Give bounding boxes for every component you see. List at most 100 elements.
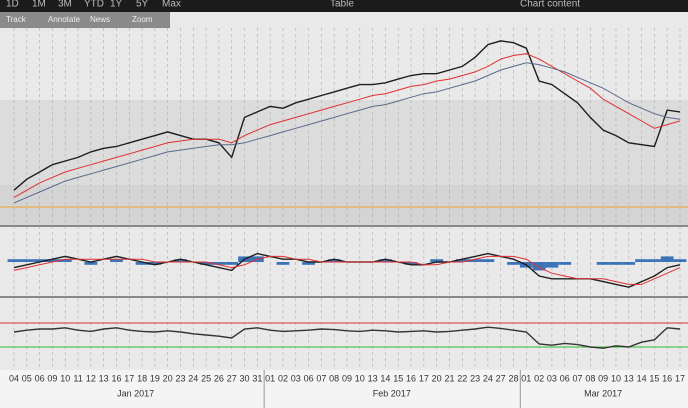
- range-button[interactable]: 1D: [6, 0, 19, 10]
- x-tick-label: 01: [521, 373, 531, 383]
- histogram-bar: [225, 262, 239, 265]
- tool-button[interactable]: Zoom: [132, 15, 153, 24]
- series-line: [13, 326, 681, 349]
- x-tick-label: 06: [304, 373, 314, 383]
- x-tick-label: 11: [73, 373, 82, 383]
- x-tick-label: 10: [355, 373, 365, 383]
- x-tick-label: 24: [483, 373, 493, 383]
- x-tick-label: 15: [649, 373, 659, 383]
- histogram-bar: [199, 262, 213, 265]
- table-tab[interactable]: Table: [330, 0, 354, 10]
- histogram-bar: [148, 262, 162, 265]
- x-tick-label: 27: [496, 373, 506, 383]
- x-tick-label: 02: [278, 373, 288, 383]
- x-tick-label: 16: [111, 373, 121, 383]
- histogram-bar: [558, 262, 572, 265]
- x-tick-label: 04: [9, 373, 19, 383]
- x-tick-label: 14: [380, 373, 390, 383]
- x-tick-label: 16: [662, 373, 672, 383]
- range-button[interactable]: 1Y: [110, 0, 123, 10]
- tool-button[interactable]: Annotate: [48, 15, 81, 24]
- x-tick-label: 02: [534, 373, 544, 383]
- histogram-bar: [673, 259, 687, 262]
- x-tick-label: 03: [547, 373, 557, 383]
- x-tick-label: 19: [150, 373, 160, 383]
- histogram-bar: [379, 259, 392, 262]
- content-tab[interactable]: Chart content: [520, 0, 580, 10]
- range-button[interactable]: 3M: [58, 0, 72, 10]
- x-axis-bg: [0, 370, 688, 408]
- histogram-bar: [532, 262, 546, 271]
- x-tick-label: 15: [393, 373, 403, 383]
- x-tick-label: 13: [368, 373, 378, 383]
- x-tick-label: 14: [637, 373, 647, 383]
- tool-button[interactable]: News: [90, 15, 110, 24]
- x-tick-label: 17: [124, 373, 134, 383]
- histogram-bar: [647, 259, 661, 262]
- histogram-bar: [46, 259, 59, 262]
- band: [0, 100, 688, 185]
- x-tick-label: 17: [675, 373, 685, 383]
- histogram-bar: [635, 259, 648, 262]
- range-button[interactable]: 1M: [32, 0, 46, 10]
- histogram-bar: [174, 259, 187, 262]
- x-tick-label: 17: [419, 373, 429, 383]
- month-label: Jan 2017: [117, 388, 154, 398]
- x-tick-label: 07: [316, 373, 326, 383]
- x-tick-label: 09: [598, 373, 608, 383]
- histogram-bar: [455, 259, 469, 262]
- x-tick-label: 22: [457, 373, 467, 383]
- histogram-bar: [468, 259, 482, 262]
- range-button[interactable]: YTD: [84, 0, 104, 10]
- histogram-bar: [609, 262, 623, 265]
- histogram-bar: [302, 262, 315, 265]
- x-tick-label: 24: [188, 373, 198, 383]
- x-tick-label: 26: [214, 373, 224, 383]
- band: [0, 185, 688, 225]
- x-tick-label: 03: [291, 373, 301, 383]
- x-tick-label: 08: [329, 373, 339, 383]
- x-tick-label: 13: [99, 373, 109, 383]
- x-tick-label: 27: [227, 373, 237, 383]
- x-tick-label: 31: [252, 373, 262, 383]
- histogram-bar: [622, 262, 636, 265]
- x-tick-label: 21: [444, 373, 454, 383]
- month-label: Feb 2017: [373, 388, 411, 398]
- x-tick-label: 23: [470, 373, 480, 383]
- x-tick-label: 01: [265, 373, 275, 383]
- x-tick-label: 06: [35, 373, 45, 383]
- histogram-bar: [20, 259, 34, 262]
- histogram-bar: [212, 262, 226, 265]
- series-line: [13, 255, 681, 285]
- x-tick-label: 20: [432, 373, 442, 383]
- range-button[interactable]: Max: [162, 0, 181, 10]
- histogram-bar: [84, 262, 98, 265]
- histogram-bar: [430, 259, 444, 262]
- histogram-bar: [404, 262, 418, 265]
- histogram-bar: [110, 259, 123, 262]
- range-button[interactable]: 5Y: [136, 0, 149, 10]
- x-tick-label: 28: [508, 373, 518, 383]
- histogram-bar: [596, 262, 610, 265]
- histogram-bar: [507, 262, 520, 265]
- x-tick-label: 23: [175, 373, 185, 383]
- histogram-bar: [58, 259, 72, 262]
- x-tick-label: 08: [585, 373, 595, 383]
- x-tick-label: 06: [560, 373, 570, 383]
- histogram-bar: [7, 259, 21, 262]
- x-tick-label: 09: [342, 373, 352, 383]
- x-tick-label: 10: [611, 373, 621, 383]
- x-tick-label: 10: [60, 373, 70, 383]
- histogram-bar: [327, 259, 341, 262]
- tool-bar: [0, 12, 170, 28]
- histogram-bar: [135, 262, 149, 265]
- tool-button[interactable]: Track: [6, 15, 27, 24]
- histogram-bar: [545, 262, 559, 268]
- histogram-bar: [33, 259, 47, 262]
- x-tick-label: 20: [163, 373, 173, 383]
- x-tick-label: 12: [86, 373, 96, 383]
- x-tick-label: 25: [201, 373, 211, 383]
- top-bar: [0, 0, 688, 12]
- x-tick-label: 07: [573, 373, 583, 383]
